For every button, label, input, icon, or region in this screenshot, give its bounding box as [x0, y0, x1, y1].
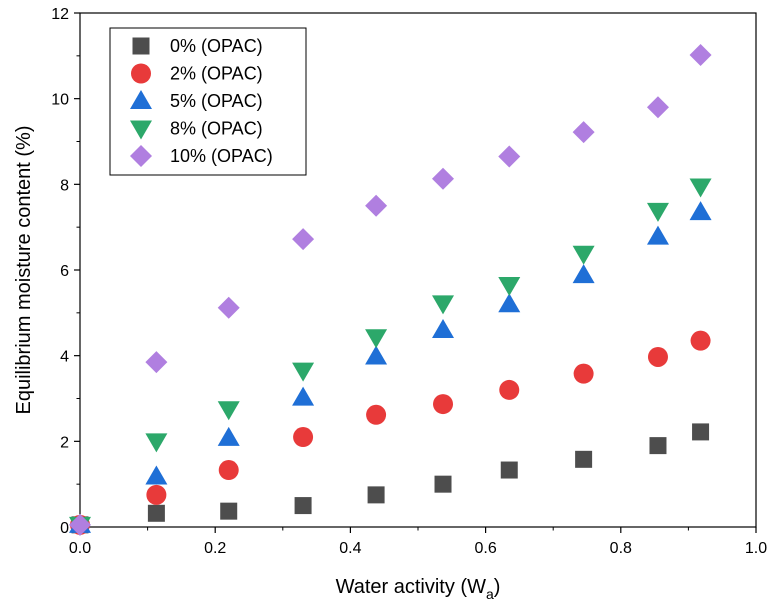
legend-label: 5% (OPAC) [170, 91, 263, 111]
y-axis-label: Equilibrium moisture content (%) [13, 126, 35, 415]
x-tick-label: 0.2 [204, 540, 226, 557]
series-0 [71, 423, 710, 534]
data-point [145, 351, 168, 374]
y-tick-label: 6 [60, 263, 69, 280]
data-point [690, 330, 711, 351]
x-axis-label-subscript: a [486, 586, 494, 602]
x-tick-label: 0.4 [339, 540, 361, 557]
y-tick-label: 10 [51, 92, 69, 109]
data-point [572, 264, 595, 284]
x-tick-label: 0.0 [69, 540, 91, 557]
data-point [498, 145, 521, 168]
legend-label: 2% (OPAC) [170, 64, 263, 84]
data-point [292, 386, 315, 406]
data-point [498, 293, 521, 313]
series-1 [70, 330, 711, 535]
data-points [69, 43, 712, 536]
data-point [647, 346, 668, 367]
data-point [145, 433, 168, 453]
data-point [689, 201, 712, 221]
data-point [432, 318, 455, 338]
legend-marker [130, 90, 152, 109]
data-point [292, 228, 315, 251]
data-point [365, 329, 388, 349]
data-point [217, 401, 240, 421]
data-point [646, 225, 669, 245]
series-4 [69, 43, 712, 536]
data-point [433, 394, 454, 415]
data-point [649, 437, 667, 455]
data-point [692, 423, 710, 441]
data-point [146, 484, 167, 505]
data-point [145, 465, 168, 485]
x-axis-label-end: ) [494, 576, 501, 598]
data-point [689, 178, 712, 198]
y-tick-label: 12 [51, 6, 69, 23]
data-point [432, 167, 455, 190]
legend-marker [130, 120, 152, 140]
legend-marker [132, 37, 150, 55]
x-tick-label: 0.8 [610, 540, 632, 557]
data-point [217, 296, 240, 319]
data-point [434, 475, 452, 493]
y-tick-label: 0 [60, 520, 69, 537]
data-point [367, 486, 385, 504]
x-tick-label: 0.6 [474, 540, 496, 557]
legend-label: 8% (OPAC) [170, 119, 263, 139]
data-point [689, 43, 712, 66]
data-point [218, 460, 239, 481]
x-axis-label-main: Water activity (W [336, 576, 486, 598]
data-point [432, 295, 455, 315]
data-point [646, 96, 669, 119]
legend: 0% (OPAC) 2% (OPAC) 5% (OPAC) 8% (OPAC) 10% … [109, 27, 307, 176]
data-point [500, 461, 518, 479]
x-axis-label: Water activity (Wa) [336, 576, 501, 602]
data-point [217, 426, 240, 446]
legend-label: 0% (OPAC) [170, 36, 263, 56]
y-tick-label: 4 [60, 349, 69, 366]
data-point [646, 202, 669, 222]
data-point [294, 497, 312, 515]
x-tick-label: 1.0 [745, 540, 767, 557]
data-point [575, 450, 593, 468]
data-point [147, 504, 165, 522]
legend-marker [131, 63, 151, 84]
data-point [366, 404, 387, 425]
data-point [220, 502, 238, 520]
data-point [498, 276, 521, 296]
data-point [69, 513, 91, 536]
data-point [293, 427, 314, 448]
data-point [292, 362, 315, 382]
y-tick-label: 2 [60, 434, 69, 451]
y-tick-label: 8 [60, 177, 69, 194]
legend-marker [130, 145, 152, 167]
data-point [573, 363, 594, 384]
data-point [365, 345, 388, 365]
data-point [572, 245, 595, 265]
series-2 [69, 201, 712, 533]
legend-label: 10% (OPAC) [170, 146, 273, 166]
data-point [365, 194, 388, 217]
data-point [499, 379, 520, 400]
data-point [572, 121, 595, 144]
